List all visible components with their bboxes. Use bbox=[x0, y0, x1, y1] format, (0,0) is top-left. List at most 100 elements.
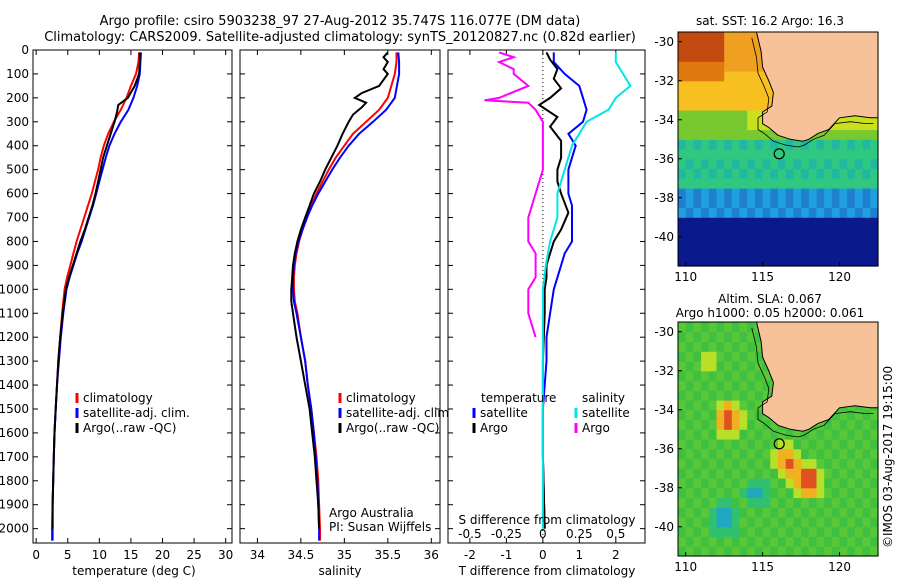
sst-map-cell bbox=[854, 119, 864, 131]
sst-map-cell bbox=[793, 149, 802, 160]
sst-map-cell bbox=[870, 207, 879, 218]
sst-map-cell bbox=[824, 217, 833, 228]
sst-map-cell bbox=[778, 197, 787, 209]
sla-map-cell bbox=[693, 448, 702, 460]
sst-map-cell bbox=[708, 158, 718, 170]
sst-map-cell bbox=[747, 188, 756, 199]
sst-map-cell bbox=[739, 227, 748, 238]
sla-map-cell bbox=[785, 546, 794, 557]
sst-map-cell bbox=[754, 158, 764, 170]
sst-map-cell bbox=[854, 217, 864, 228]
sla-map-cell bbox=[693, 419, 702, 430]
sla-map-cell bbox=[793, 507, 802, 518]
sla-map-cell bbox=[701, 400, 710, 411]
sla-map-cell bbox=[693, 341, 702, 352]
sla-map-cell bbox=[870, 546, 879, 557]
sla-map-cell bbox=[847, 439, 856, 450]
sst-map-cell bbox=[724, 217, 733, 228]
sst-map-cell bbox=[678, 217, 687, 228]
sst-map-cell bbox=[739, 139, 748, 150]
sst-map-cell bbox=[693, 80, 702, 92]
sla-map-cell bbox=[831, 478, 841, 489]
sla-map-cell bbox=[693, 517, 702, 528]
sla-map-cell bbox=[862, 409, 871, 421]
sla-map-cell bbox=[785, 497, 794, 508]
sla-map-cell bbox=[831, 409, 841, 421]
sla-map-cell bbox=[854, 439, 864, 450]
sla-map-cell bbox=[762, 439, 771, 450]
sla-map-cell bbox=[824, 497, 833, 508]
sst-map-cell bbox=[708, 129, 718, 140]
sla-map-cell bbox=[678, 526, 687, 538]
sla-map-cell bbox=[816, 458, 825, 469]
sla-map-cell bbox=[739, 546, 748, 557]
sst-map-cell bbox=[808, 227, 818, 238]
sla-map-cell bbox=[870, 409, 879, 421]
sst-map-cell bbox=[701, 110, 710, 121]
sst-map-cell bbox=[678, 158, 687, 170]
sla-map-cell bbox=[685, 361, 694, 372]
sla-map-cell bbox=[716, 517, 725, 528]
sst-map-cell bbox=[824, 188, 833, 199]
sla-map-cell bbox=[754, 429, 764, 440]
sla-map-cell bbox=[870, 468, 879, 479]
sst-map-cell bbox=[739, 61, 748, 72]
sla-map-cell bbox=[731, 526, 741, 538]
sst-map-cell bbox=[747, 80, 756, 92]
sla-map-cell bbox=[685, 322, 694, 333]
sst-map-cell bbox=[824, 227, 833, 238]
sla-map-cell bbox=[870, 458, 879, 469]
sst-map-cell bbox=[847, 119, 856, 131]
sla-map-cell bbox=[754, 419, 764, 430]
sst-map-cell bbox=[739, 51, 748, 62]
sst-map-cell bbox=[731, 149, 741, 160]
sla-map-cell bbox=[754, 507, 764, 518]
sla-map-cell bbox=[724, 429, 733, 440]
sla-map-cell bbox=[816, 439, 825, 450]
sst-map-cell bbox=[839, 217, 848, 228]
sst-map-cell bbox=[762, 178, 771, 189]
sla-map-cell bbox=[762, 370, 771, 382]
sst-map-cell bbox=[708, 188, 718, 199]
sst-map-cell bbox=[731, 227, 741, 238]
sst-map-cell bbox=[770, 168, 779, 179]
sla-map-cell bbox=[701, 448, 710, 460]
sla-map-cell bbox=[770, 478, 779, 489]
sst-map-cell bbox=[762, 139, 771, 150]
sst-map-cell bbox=[701, 246, 710, 257]
sst-map-cell bbox=[685, 217, 694, 228]
sla-map-cell bbox=[854, 468, 864, 479]
sst-map-cell bbox=[808, 236, 818, 248]
sst-map-cell bbox=[701, 149, 710, 160]
sla-map-cell bbox=[708, 351, 718, 362]
sst-map-cell bbox=[693, 168, 702, 179]
sla-map-cell bbox=[854, 409, 864, 421]
sst-map-cell bbox=[693, 236, 702, 248]
sla-map-cell bbox=[693, 380, 702, 391]
sla-map-cell bbox=[708, 361, 718, 372]
sla-map-cell bbox=[701, 507, 710, 518]
figure-title-line2: Climatology: CARS2009. Satellite-adjuste… bbox=[44, 30, 636, 45]
sst-map-cell bbox=[831, 188, 841, 199]
sst-map-cell bbox=[816, 227, 825, 238]
sst-map-cell bbox=[854, 129, 864, 140]
y-tick-label: 0 bbox=[21, 43, 29, 57]
sst-map-cell bbox=[754, 100, 764, 111]
sla-map-cell bbox=[724, 497, 733, 508]
legend-label: climatology bbox=[346, 391, 416, 405]
sst-map-cell bbox=[724, 227, 733, 238]
sla-map-cell bbox=[770, 517, 779, 528]
sst-map-cell bbox=[870, 149, 879, 160]
sla-map-cell bbox=[785, 536, 794, 547]
sla-map-cell bbox=[739, 400, 748, 411]
sst-map-cell bbox=[824, 129, 833, 140]
sla-map-cell bbox=[708, 526, 718, 538]
y-tick-label: -34 bbox=[654, 403, 674, 417]
sst-map-cell bbox=[747, 227, 756, 238]
sst-map-cell bbox=[785, 149, 794, 160]
sst-map-cell bbox=[808, 246, 818, 257]
sla-map-cell bbox=[754, 390, 764, 401]
x-tick-label: 120 bbox=[828, 270, 851, 284]
sst-map-cell bbox=[708, 61, 718, 72]
sst-map-cell bbox=[739, 158, 748, 170]
